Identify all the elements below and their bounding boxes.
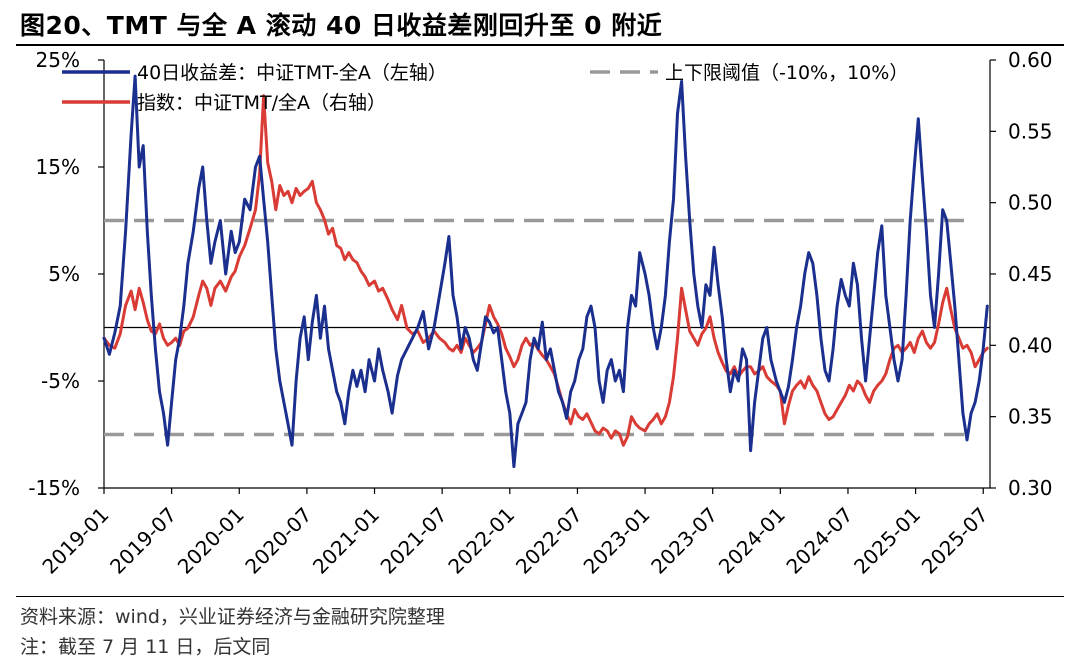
series-lines xyxy=(102,74,989,469)
x-tick-label: 2019-07 xyxy=(105,503,181,579)
y-left-tick-label: 5% xyxy=(48,262,80,286)
x-tick-label: 2023-07 xyxy=(646,503,722,579)
x-tick-label: 2025-01 xyxy=(849,503,925,579)
y-right-tick-label: 0.40 xyxy=(1008,333,1053,357)
x-tick-label: 2019-01 xyxy=(37,503,113,579)
y-right-tick-label: 0.30 xyxy=(1008,476,1053,500)
legend-label-index: 指数：中证TMT/全A（右轴） xyxy=(137,92,386,114)
y-left-tick-label: 15% xyxy=(36,155,80,179)
legend-label-excess: 40日收益差：中证TMT-全A（左轴） xyxy=(137,62,447,84)
x-tick-label: 2024-01 xyxy=(714,503,790,579)
y-left-tick-label: -5% xyxy=(41,369,80,393)
date-note: 注：截至 7 月 11 日，后文同 xyxy=(20,636,271,658)
y-right-tick-label: 0.45 xyxy=(1008,262,1053,286)
x-tick-label: 2022-07 xyxy=(511,503,587,579)
source-note: 资料来源：wind，兴业证券经济与金融研究院整理 xyxy=(20,606,445,628)
threshold-lines xyxy=(104,218,968,437)
y-right-tick-label: 0.60 xyxy=(1008,48,1053,72)
legend: 40日收益差：中证TMT-全A（左轴） 上下限阈值（-10%，10%） 指数：中… xyxy=(62,62,908,114)
footer-rule xyxy=(16,596,1064,597)
x-tick-label: 2020-01 xyxy=(173,503,249,579)
series-line-excess xyxy=(102,74,989,469)
x-tick-label: 2025-07 xyxy=(917,503,993,579)
y-left-tick-label: -15% xyxy=(28,476,80,500)
x-tick-label: 2024-07 xyxy=(781,503,857,579)
x-tick-label: 2022-01 xyxy=(443,503,519,579)
y-left-tick-label: 25% xyxy=(36,48,80,72)
chart-title: 图20、TMT 与全 A 滚动 40 日收益差刚回升至 0 附近 xyxy=(20,11,663,40)
x-tick-label: 2021-07 xyxy=(376,503,452,579)
y-right-tick-label: 0.55 xyxy=(1008,119,1053,143)
title-rule xyxy=(16,44,1064,46)
x-tick-label: 2021-01 xyxy=(308,503,384,579)
chart-canvas: 25% 15% 5% -5% -15% 0.60 0.55 0.50 0.45 0.40 0.35 0… xyxy=(28,48,1053,579)
y-right-tick-label: 0.35 xyxy=(1008,405,1053,429)
x-tick-label: 2020-07 xyxy=(240,503,316,579)
y-right-tick-label: 0.50 xyxy=(1008,191,1053,215)
legend-label-threshold: 上下限阈值（-10%，10%） xyxy=(665,62,908,84)
x-tick-label: 2023-01 xyxy=(579,503,655,579)
